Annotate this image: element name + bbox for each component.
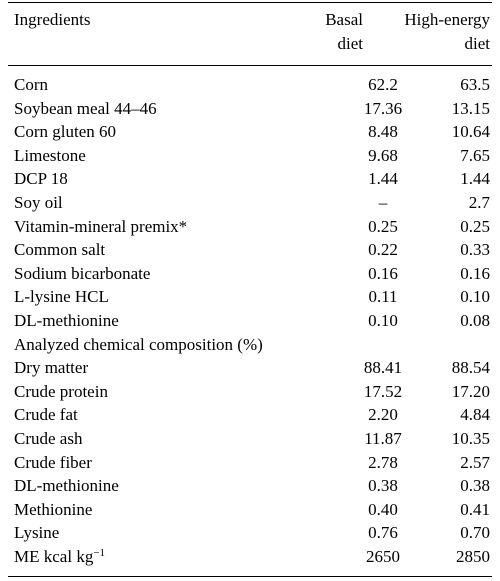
table-row: Soybean meal 44–46 17.36 13.15 [0,97,500,121]
table-row: Crude protein 17.52 17.20 [0,380,500,404]
row-high-value: 2850 [456,546,490,566]
table-row: Dry matter 88.41 88.54 [0,356,500,380]
row-name: Crude ash [14,428,83,448]
table-row: Common salt 0.22 0.33 [0,238,500,262]
header-high-line1: High-energy [404,10,490,29]
table-body: Corn 62.2 63.5 Soybean meal 44–46 17.36 … [0,73,500,568]
table-row: Corn 62.2 63.5 [0,73,500,97]
header-basal-line1: Basal [325,10,363,29]
row-name-me: ME kcal kg−1 [14,545,105,569]
table-top-rule [8,2,492,3]
row-name: Methionine [14,499,93,519]
row-high-value: 0.33 [460,240,490,260]
row-basal-value: 0.38 [368,476,398,496]
row-name: Crude fiber [14,452,92,472]
row-high-value: 13.15 [451,98,490,118]
row-name: Sodium bicarbonate [14,263,151,283]
table-row: Sodium bicarbonate 0.16 0.16 [0,262,500,286]
row-name: Soybean meal 44–46 [14,98,157,118]
row-high-value: 0.08 [460,310,490,330]
row-high-value: 10.35 [451,428,490,448]
row-basal-value: 2.78 [368,452,398,472]
table-row: L-lysine HCL 0.11 0.10 [0,285,500,309]
row-name: Soy oil [14,192,63,212]
row-basal-value: 17.52 [363,381,403,401]
table-row: DL-methionine 0.38 0.38 [0,474,500,498]
row-name: DL-methionine [14,476,119,496]
row-name: Dry matter [14,358,89,378]
header-basal-diet: Basal diet [325,8,363,56]
row-name: Crude fat [14,405,78,425]
row-high-value: 1.44 [460,169,490,189]
row-basal-value: 0.22 [368,240,398,260]
row-name: Corn [14,75,48,94]
row-name: DL-methionine [14,310,119,330]
table-row: Lysine 0.76 0.70 [0,521,500,545]
table-row: ME kcal kg−1 2650 2850 [0,545,500,569]
header-basal-line2: diet [337,34,364,53]
row-basal-value: 2.20 [368,405,398,425]
row-high-value: 7.65 [460,145,490,165]
row-name: Common salt [14,240,106,260]
row-high-value: 4.84 [460,405,490,425]
row-basal-value: 0.11 [368,287,398,307]
table-row: Vitamin-mineral premix* 0.25 0.25 [0,215,500,239]
row-basal-value: 8.48 [368,122,398,142]
row-high-value: 88.54 [451,358,490,378]
table-row: Methionine 0.40 0.41 [0,498,500,522]
row-basal-value: – [378,192,388,212]
table-row: Crude fat 2.20 4.84 [0,403,500,427]
row-name: Limestone [14,145,86,165]
row-basal-value: 0.76 [368,523,398,543]
row-high-value: 2.7 [468,192,490,212]
table-header-rule [8,65,492,66]
row-basal-value: 2650 [366,546,400,566]
header-high-line2: diet [464,34,491,53]
row-high-value: 0.70 [460,523,490,543]
table-row: DCP 18 1.44 1.44 [0,167,500,191]
table-row: Limestone 9.68 7.65 [0,144,500,168]
row-high-value: 0.38 [460,476,490,496]
row-basal-value: 1.44 [368,169,398,189]
row-basal-value: 0.16 [368,263,398,283]
row-name: Crude protein [14,381,108,401]
header-ingredients: Ingredients [14,10,91,29]
row-high-value: 0.41 [460,499,490,519]
row-basal-value: 0.40 [368,499,398,519]
section-heading-row: Analyzed chemical composition (%) [0,333,500,357]
row-basal-value: 17.36 [363,98,403,118]
section-heading: Analyzed chemical composition (%) [14,334,263,354]
row-high-value: 0.25 [460,216,490,236]
me-unit-exponent: −1 [93,546,106,559]
row-basal-value: 62.2 [368,75,398,94]
row-high-value: 0.10 [460,287,490,307]
row-name: DCP 18 [14,169,68,189]
row-basal-value: 11.87 [364,428,402,448]
table-row: Corn gluten 60 8.48 10.64 [0,120,500,144]
table-row: Soy oil – 2.7 [0,191,500,215]
row-high-value: 63.5 [460,75,490,94]
row-basal-value: 0.25 [368,216,398,236]
row-high-value: 10.64 [451,122,490,142]
table-row: DL-methionine 0.10 0.08 [0,309,500,333]
table-row: Crude fiber 2.78 2.57 [0,451,500,475]
row-name: Vitamin-mineral premix* [14,216,188,236]
row-high-value: 17.20 [451,381,490,401]
header-high-energy-diet: High-energy diet [404,8,490,56]
table-row: Crude ash 11.87 10.35 [0,427,500,451]
me-unit-label: ME kcal kg [14,546,94,566]
row-name: L-lysine HCL [14,287,109,307]
row-basal-value: 9.68 [368,145,398,165]
row-high-value: 0.16 [460,263,490,283]
row-basal-value: 88.41 [363,358,403,378]
row-name: Corn gluten 60 [14,122,116,142]
row-basal-value: 0.10 [368,310,398,330]
table-bottom-rule [8,576,492,577]
row-name: Lysine [14,523,60,543]
row-high-value: 2.57 [460,452,490,472]
table-header: Ingredients Basal diet High-energy diet [0,8,500,63]
